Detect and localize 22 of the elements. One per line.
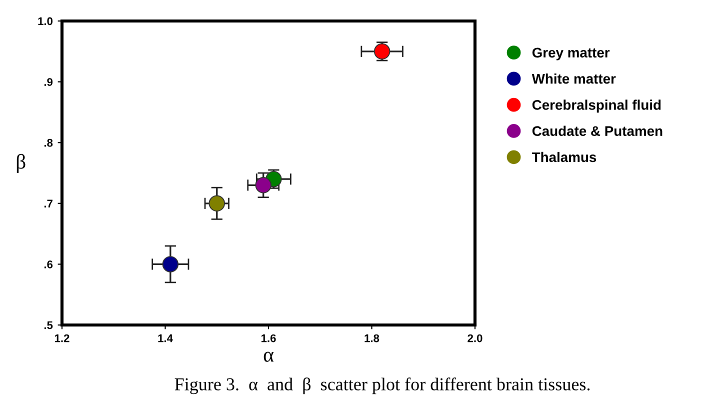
y-tick-label: .7 [44,200,52,208]
legend-label: Caudate & Putamen [532,126,662,136]
point [162,256,179,272]
x-tick-label: 1.2 [54,334,70,342]
legend-label: White matter [532,74,616,84]
x-tick-label: 1.8 [364,334,380,342]
x-tick-label: 1.4 [158,334,173,342]
y-tick-label: 1.0 [38,17,53,26]
x-tick-label: 2.0 [468,334,482,342]
y-tick-label: .5 [44,321,53,330]
y-tick-label: .9 [44,78,53,86]
y-tick-label: .6 [44,260,53,268]
legend-label: Thalamus [532,152,596,162]
x-axis-title: α [264,352,274,362]
x-tick-label: 1.6 [261,334,276,342]
y-axis-title: β [16,154,26,173]
legend-label: Grey matter [532,48,610,60]
y-tick-label: .8 [44,138,53,147]
legend-label: Cerebralspinal fluid [532,100,661,113]
caption: Figure 3. α and β scatter plot for different brain tissues. [174,378,590,394]
point [255,177,272,194]
point [208,195,225,212]
